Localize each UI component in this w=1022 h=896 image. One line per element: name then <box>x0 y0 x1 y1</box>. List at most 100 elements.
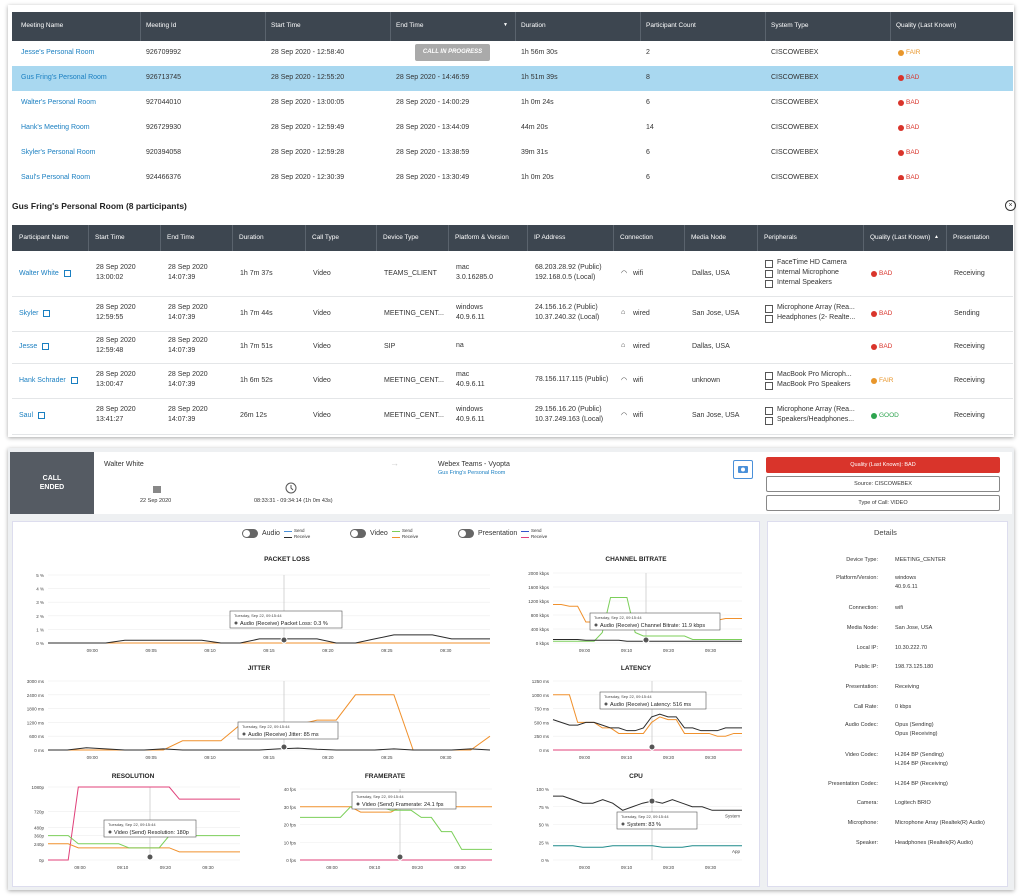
cell: 927044010 <box>146 99 182 106</box>
quality-dot <box>871 377 877 384</box>
quality-dot <box>871 310 877 317</box>
cell: Sending <box>954 309 980 317</box>
cell: Video <box>313 343 331 350</box>
cell: 28 Sep 2020 - 12:58:40 <box>271 49 345 56</box>
connection-icon: ◠ <box>621 376 628 384</box>
detail-value: windows <box>895 575 917 581</box>
cell: 1h 0m 24s <box>521 99 554 106</box>
detail-label: Public IP: <box>854 664 878 670</box>
detail-label: Video Codec: <box>845 752 878 758</box>
peripheral-icon <box>765 279 773 288</box>
detail-value: Opus (Receiving) <box>895 731 938 737</box>
cell: mac <box>456 263 470 271</box>
table-row <box>12 166 1013 180</box>
cell: Video <box>313 412 331 419</box>
column-divider <box>140 12 141 41</box>
column-divider <box>757 225 758 251</box>
cell: 924466376 <box>146 174 182 180</box>
quality-dot <box>898 150 904 156</box>
cell: 29.156.16.20 (Public) <box>535 406 602 413</box>
peripheral-icon <box>765 304 773 313</box>
cell: 926729930 <box>146 124 182 131</box>
legend-toggle-knob <box>351 530 358 537</box>
cell: 40.9.6.11 <box>456 416 485 423</box>
cell: 28 Sep 2020 - 13:38:59 <box>396 149 470 156</box>
cell: 14:07:39 <box>168 380 196 388</box>
cell: 44m 20s <box>521 124 548 131</box>
table-row <box>12 331 1013 364</box>
call-date: 22 Sep 2020 <box>140 498 172 504</box>
cell: wired <box>633 309 650 317</box>
cell: 28 Sep 2020 <box>168 370 208 378</box>
cell: wifi <box>633 376 644 384</box>
cell: 1h 7m 44s <box>240 309 273 317</box>
info-button: Quality (Last Known): BAD <box>766 457 1000 473</box>
detail-value: H.264 BP (Receiving) <box>895 781 948 787</box>
cell: 192.168.0.5 (Local) <box>535 273 596 281</box>
cell: Microphone Array (Rea... <box>777 303 855 311</box>
cell: 14:07:39 <box>168 347 196 354</box>
quality-text: BAD <box>879 269 893 277</box>
column-divider <box>613 225 614 251</box>
cell: 1h 6m 52s <box>240 376 273 384</box>
quality-text: FAIR <box>879 376 894 384</box>
participant-link: Skyler <box>19 309 39 317</box>
cell: 3.0.16285.0 <box>456 273 493 281</box>
camera-button[interactable] <box>733 460 753 479</box>
column-divider <box>160 225 161 251</box>
column-header: Media Node <box>691 234 727 241</box>
cell: Dallas, USA <box>692 343 730 350</box>
column-header: End Time <box>167 234 195 241</box>
cell: 12:59:48 <box>96 347 124 354</box>
table-row <box>12 363 1013 399</box>
column-header: Connection <box>620 234 653 241</box>
cell: MacBook Pro Microph... <box>777 370 852 378</box>
column-header: IP Address <box>534 234 566 241</box>
detail-value: 198.73.125.180 <box>895 664 934 670</box>
calendar-icon <box>153 486 161 493</box>
column-divider <box>640 12 641 41</box>
camera-icon <box>738 466 748 473</box>
meeting-link: Gus Fring's Personal Room <box>21 74 107 81</box>
table-row <box>12 296 1013 332</box>
detail-value: Opus (Sending) <box>895 722 934 728</box>
detail-value: 10.30.222.70 <box>895 645 928 651</box>
detail-value: 40.9.6.11 <box>895 584 918 590</box>
legend-label: Audio <box>262 530 280 537</box>
cell: wifi <box>633 269 644 277</box>
external-link-icon <box>42 343 49 350</box>
column-header: Duration <box>239 234 264 241</box>
detail-label: Camera: <box>856 800 878 806</box>
column-divider <box>684 225 685 251</box>
cell: CISCOWEBEX <box>771 49 819 56</box>
cell: MEETING_CENT... <box>384 309 444 317</box>
detail-label: Device Type: <box>846 557 878 563</box>
status-button: CALL IN PROGRESS <box>415 44 490 61</box>
clock-icon <box>285 482 297 494</box>
cell: 13:41:27 <box>96 416 124 423</box>
column-divider <box>863 225 864 251</box>
cell: Video <box>313 376 331 384</box>
table-row <box>12 251 1013 297</box>
detail-label: Presentation Codec: <box>828 781 878 787</box>
cell: 10.37.249.163 (Local) <box>535 416 604 423</box>
status-box <box>10 452 94 514</box>
detail-label: Connection: <box>848 605 878 611</box>
info-button: Type of Call: VIDEO <box>766 495 1000 511</box>
column-divider <box>88 225 89 251</box>
legend-send: Send <box>531 528 542 533</box>
cell: Receiving <box>954 412 985 419</box>
cell: Video <box>313 269 331 277</box>
quality-text: BAD <box>906 174 920 180</box>
cell: CISCOWEBEX <box>771 74 819 81</box>
close-button[interactable]: × <box>1005 200 1016 211</box>
external-link-icon <box>64 269 71 277</box>
participant-name: Walter White <box>104 461 144 468</box>
cell: Internal Microphone <box>777 268 839 276</box>
cell: 40.9.6.11 <box>456 313 485 321</box>
column-divider <box>265 12 266 41</box>
participant-link: Hank Schrader <box>19 376 66 384</box>
cell: 28 Sep 2020 - 12:30:39 <box>271 174 345 180</box>
legend-toggle-knob <box>243 530 250 537</box>
cell: 28 Sep 2020 <box>96 337 136 344</box>
